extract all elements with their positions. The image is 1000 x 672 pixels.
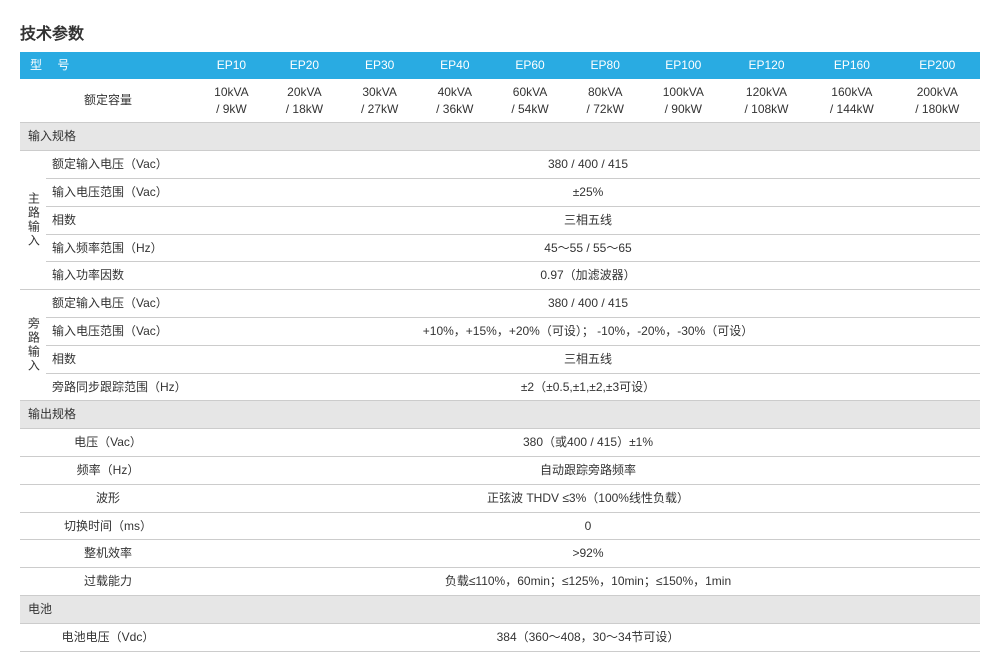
table-row: 过载能力负载≤110%，60min；≤125%，10min；≤150%，1min — [20, 568, 980, 596]
row-value: 380 / 400 / 415 — [196, 290, 980, 318]
row-value: 45～55 / 55～65 — [196, 234, 980, 262]
capacity-cell: 160kVA/ 144kW — [809, 79, 894, 123]
capacity-cell: 80kVA/ 72kW — [568, 79, 643, 123]
header-model: EP20 — [267, 52, 342, 79]
row-label: 额定输入电压（Vac） — [46, 151, 196, 179]
section-label: 输出规格 — [20, 401, 980, 429]
header-model-label: 型 号 — [20, 52, 196, 79]
table-row: 切换时间（ms）0 — [20, 512, 980, 540]
spec-table-container: 技术参数 型 号EP10EP20EP30EP40EP60EP80EP100EP1… — [20, 20, 980, 652]
group-label-bypass-input: 旁路输入 — [20, 290, 46, 401]
row-label: 额定容量 — [20, 79, 196, 123]
row-rated-capacity: 额定容量10kVA/ 9kW20kVA/ 18kW30kVA/ 27kW40kV… — [20, 79, 980, 123]
table-row: 旁路同步跟踪范围（Hz）±2（±0.5,±1,±2,±3可设） — [20, 373, 980, 401]
table-row: 输入频率范围（Hz）45～55 / 55～65 — [20, 234, 980, 262]
capacity-cell: 120kVA/ 108kW — [724, 79, 809, 123]
table-row: 输入功率因数0.97（加滤波器） — [20, 262, 980, 290]
header-model: EP60 — [492, 52, 567, 79]
table-row: 旁路输入额定输入电压（Vac）380 / 400 / 415 — [20, 290, 980, 318]
capacity-cell: 200kVA/ 180kW — [895, 79, 980, 123]
header-model: EP80 — [568, 52, 643, 79]
row-label: 相数 — [46, 345, 196, 373]
capacity-cell: 20kVA/ 18kW — [267, 79, 342, 123]
capacity-cell: 60kVA/ 54kW — [492, 79, 567, 123]
header-model: EP10 — [196, 52, 267, 79]
capacity-cell: 40kVA/ 36kW — [417, 79, 492, 123]
header-model: EP40 — [417, 52, 492, 79]
row-value: ±2（±0.5,±1,±2,±3可设） — [196, 373, 980, 401]
row-label: 输入频率范围（Hz） — [46, 234, 196, 262]
row-label: 输入功率因数 — [46, 262, 196, 290]
row-value: >92% — [196, 540, 980, 568]
row-label: 输入电压范围（Vac） — [46, 317, 196, 345]
section-label: 电池 — [20, 595, 980, 623]
row-value: 自动跟踪旁路频率 — [196, 456, 980, 484]
table-row: 相数三相五线 — [20, 206, 980, 234]
row-value: 0.97（加滤波器） — [196, 262, 980, 290]
table-row: 输入电压范围（Vac）+10%，+15%，+20%（可设）； -10%，-20%… — [20, 317, 980, 345]
table-row: 电压（Vac）380（或400 / 415）±1% — [20, 429, 980, 457]
table-row: 输入电压范围（Vac）±25% — [20, 178, 980, 206]
row-label: 输入电压范围（Vac） — [46, 178, 196, 206]
section-row: 电池 — [20, 595, 980, 623]
header-model: EP160 — [809, 52, 894, 79]
section-row: 输入规格 — [20, 123, 980, 151]
table-row: 电池电压（Vdc）384（360～408，30～34节可设） — [20, 623, 980, 651]
row-label: 波形 — [20, 484, 196, 512]
row-value: 三相五线 — [196, 345, 980, 373]
section-row: 输出规格 — [20, 401, 980, 429]
row-value: 0 — [196, 512, 980, 540]
table-row: 波形正弦波 THDV ≤3%（100%线性负载） — [20, 484, 980, 512]
row-value: 384（360～408，30～34节可设） — [196, 623, 980, 651]
header-model: EP30 — [342, 52, 417, 79]
section-label: 输入规格 — [20, 123, 980, 151]
row-label: 相数 — [46, 206, 196, 234]
row-value: 负载≤110%，60min；≤125%，10min；≤150%，1min — [196, 568, 980, 596]
row-label: 切换时间（ms） — [20, 512, 196, 540]
table-row: 相数三相五线 — [20, 345, 980, 373]
row-label: 电压（Vac） — [20, 429, 196, 457]
capacity-cell: 30kVA/ 27kW — [342, 79, 417, 123]
row-label: 旁路同步跟踪范围（Hz） — [46, 373, 196, 401]
spec-table: 型 号EP10EP20EP30EP40EP60EP80EP100EP120EP1… — [20, 52, 980, 652]
row-label: 额定输入电压（Vac） — [46, 290, 196, 318]
table-row: 主路输入额定输入电压（Vac）380 / 400 / 415 — [20, 151, 980, 179]
row-value: ±25% — [196, 178, 980, 206]
row-value: 380（或400 / 415）±1% — [196, 429, 980, 457]
capacity-cell: 10kVA/ 9kW — [196, 79, 267, 123]
row-label: 频率（Hz） — [20, 456, 196, 484]
row-value: 正弦波 THDV ≤3%（100%线性负载） — [196, 484, 980, 512]
row-value: 三相五线 — [196, 206, 980, 234]
header-model: EP120 — [724, 52, 809, 79]
row-value: +10%，+15%，+20%（可设）； -10%，-20%，-30%（可设） — [196, 317, 980, 345]
header-model: EP200 — [895, 52, 980, 79]
header-model: EP100 — [643, 52, 724, 79]
table-row: 频率（Hz）自动跟踪旁路频率 — [20, 456, 980, 484]
row-value: 380 / 400 / 415 — [196, 151, 980, 179]
row-label: 电池电压（Vdc） — [20, 623, 196, 651]
page-title: 技术参数 — [20, 20, 980, 44]
group-label-main-input: 主路输入 — [20, 151, 46, 290]
table-row: 整机效率>92% — [20, 540, 980, 568]
row-label: 整机效率 — [20, 540, 196, 568]
table-header-row: 型 号EP10EP20EP30EP40EP60EP80EP100EP120EP1… — [20, 52, 980, 79]
row-label: 过载能力 — [20, 568, 196, 596]
capacity-cell: 100kVA/ 90kW — [643, 79, 724, 123]
